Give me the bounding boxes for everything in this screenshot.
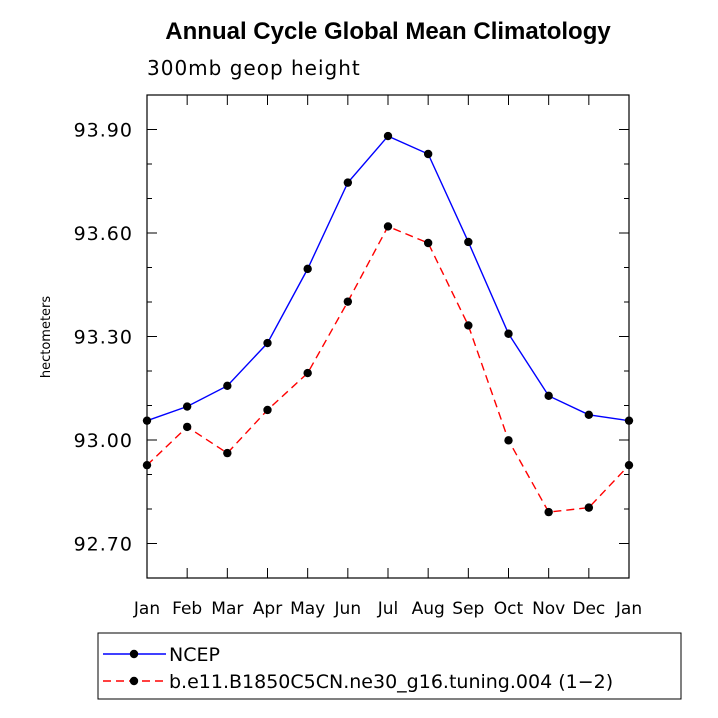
y-tick-label: 93.00 [74, 430, 133, 452]
series-1-point [343, 178, 353, 187]
series-1-point [383, 131, 393, 141]
x-tick-label: Apr [253, 599, 282, 619]
series-2-point [464, 321, 473, 330]
x-tick-label: Nov [532, 599, 565, 619]
y-tick-label: 93.30 [74, 327, 133, 349]
legend-label-2: b.e11.B1850C5CN.ne30_g16.tuning.004 (1−2… [169, 671, 613, 693]
x-tick-label: Mar [211, 599, 243, 619]
legend-box [97, 632, 682, 700]
legend-label-1: NCEP [169, 644, 220, 666]
y-tick-label: 93.90 [74, 120, 133, 142]
series-2-point [303, 368, 312, 378]
x-tick-label: Jul [377, 599, 399, 619]
series-2-point [423, 238, 433, 248]
series-2-point [343, 297, 353, 306]
series-2-point [223, 448, 232, 458]
series-line-1 [146, 135, 630, 422]
x-tick-label: Jun [334, 599, 362, 619]
y-tick-label: 92.70 [74, 534, 133, 556]
x-tick-label: Aug [412, 599, 445, 619]
series-2-point [383, 222, 393, 231]
series-1-point [142, 416, 152, 425]
x-tick-label: May [290, 599, 325, 619]
series-2-point [584, 503, 594, 512]
series-1-point [544, 391, 553, 401]
series-1-point [223, 381, 232, 391]
x-tick-label: Dec [572, 599, 605, 619]
series-2-point [504, 436, 513, 445]
y-tick-label: 93.60 [74, 223, 133, 245]
series-1-point [464, 237, 473, 247]
x-tick-label: Sep [452, 599, 484, 619]
series-2-point [624, 460, 634, 470]
x-tick-label: Jan [615, 599, 642, 619]
chart-title: Annual Cycle Global Mean Climatology [165, 18, 611, 45]
series-1-point [624, 416, 634, 425]
series-2-point [544, 507, 553, 517]
series-1-point [504, 329, 513, 338]
series-1-point [303, 264, 312, 274]
series-1-point [263, 338, 272, 348]
series-2-point [142, 460, 152, 470]
series-1-point [182, 402, 192, 411]
legend-marker-1 [129, 649, 139, 659]
legend-marker-2 [129, 676, 139, 686]
plot-area-frame [146, 94, 630, 579]
x-tick-label: Feb [172, 599, 202, 619]
x-tick-label: Jan [133, 599, 160, 619]
series-line-2 [146, 225, 630, 513]
series-1-point [584, 410, 594, 420]
series-2-point [182, 422, 192, 432]
series-2-point [263, 405, 272, 415]
chart-subtitle: 300mb geop height [147, 56, 361, 80]
legend: NCEP b.e11.B1850C5CN.ne30_g16.tuning.004 … [97, 632, 682, 700]
y-axis-label: hectometers [39, 296, 54, 379]
x-tick-label: Oct [494, 599, 524, 619]
series-1-point [423, 149, 433, 159]
